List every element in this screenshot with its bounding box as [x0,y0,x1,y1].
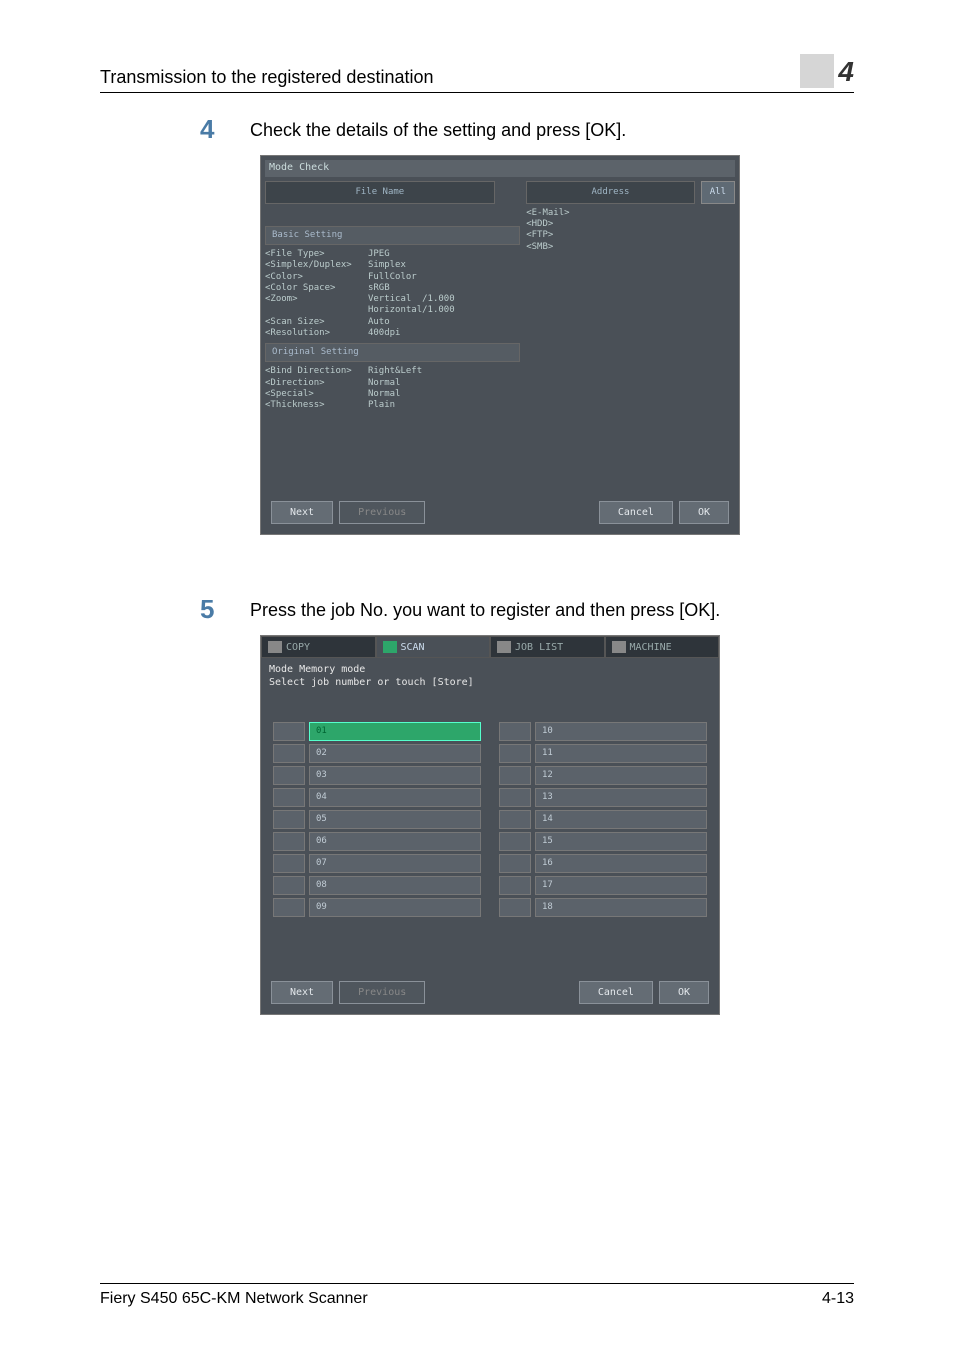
cancel-button-2[interactable]: Cancel [579,981,653,1004]
slot-06[interactable]: 06 [273,832,481,851]
slot-col-right: 10 11 12 13 14 15 16 17 18 [499,722,707,917]
footer-product: Fiery S450 65C-KM Network Scanner [100,1290,368,1308]
slot-09[interactable]: 09 [273,898,481,917]
slot-15[interactable]: 15 [499,832,707,851]
slot-03[interactable]: 03 [273,766,481,785]
basic-setting-list: <File Type> JPEG <Simplex/Duplex> Simple… [265,249,520,339]
footer-page: 4-13 [822,1290,854,1308]
slot-02[interactable]: 02 [273,744,481,763]
next-button-2[interactable]: Next [271,981,333,1004]
mode-check-title: Mode Check [265,160,735,177]
slot-13[interactable]: 13 [499,788,707,807]
tab-joblist[interactable]: JOB LIST [490,636,605,658]
slot-18[interactable]: 18 [499,898,707,917]
mode-memory-panel: COPY SCAN JOB LIST MACHINE Mode Memory m… [260,635,720,1015]
original-setting-heading: Original Setting [265,343,520,362]
copy-icon [268,641,282,653]
slot-16[interactable]: 16 [499,854,707,873]
slot-01[interactable]: 01 [273,722,481,741]
joblist-icon [497,641,511,653]
slot-12[interactable]: 12 [499,766,707,785]
mode-check-panel: Mode Check File Name Basic Setting <File… [260,155,740,535]
address-tab[interactable]: Address [526,181,695,204]
original-setting-list: <Bind Direction> Right&Left <Direction> … [265,366,520,411]
next-button[interactable]: Next [271,501,333,524]
page-header-title: Transmission to the registered destinati… [100,67,434,88]
cancel-button[interactable]: Cancel [599,501,673,524]
chapter-indicator: 4 [800,54,854,88]
file-name-tab[interactable]: File Name [265,181,495,204]
previous-button[interactable]: Previous [339,501,425,524]
slot-04[interactable]: 04 [273,788,481,807]
slot-08[interactable]: 08 [273,876,481,895]
slot-07[interactable]: 07 [273,854,481,873]
slot-05[interactable]: 05 [273,810,481,829]
address-list: <E-Mail> <HDD> <FTP> <SMB> [526,208,735,253]
step-5-text: Press the job No. you want to register a… [250,594,720,625]
step-4-number: 4 [200,114,220,145]
mode-tabs: COPY SCAN JOB LIST MACHINE [261,636,719,658]
machine-icon [612,641,626,653]
slot-14[interactable]: 14 [499,810,707,829]
chapter-number: 4 [838,56,854,88]
ok-button-2[interactable]: OK [659,981,709,1004]
ok-button[interactable]: OK [679,501,729,524]
slot-17[interactable]: 17 [499,876,707,895]
step-4-text: Check the details of the setting and pre… [250,114,626,145]
step-5-number: 5 [200,594,220,625]
slot-10[interactable]: 10 [499,722,707,741]
slot-11[interactable]: 11 [499,744,707,763]
tab-scan[interactable]: SCAN [376,636,491,658]
tab-copy[interactable]: COPY [261,636,376,658]
basic-setting-heading: Basic Setting [265,226,520,245]
previous-button-2[interactable]: Previous [339,981,425,1004]
all-button[interactable]: All [701,181,735,204]
slot-col-left: 01 02 03 04 05 06 07 08 09 [273,722,481,917]
mode-memory-line2: Select job number or touch [Store] [269,676,711,689]
scan-icon [383,641,397,653]
mode-memory-line1: Mode Memory mode [269,663,711,676]
tab-machine[interactable]: MACHINE [605,636,720,658]
